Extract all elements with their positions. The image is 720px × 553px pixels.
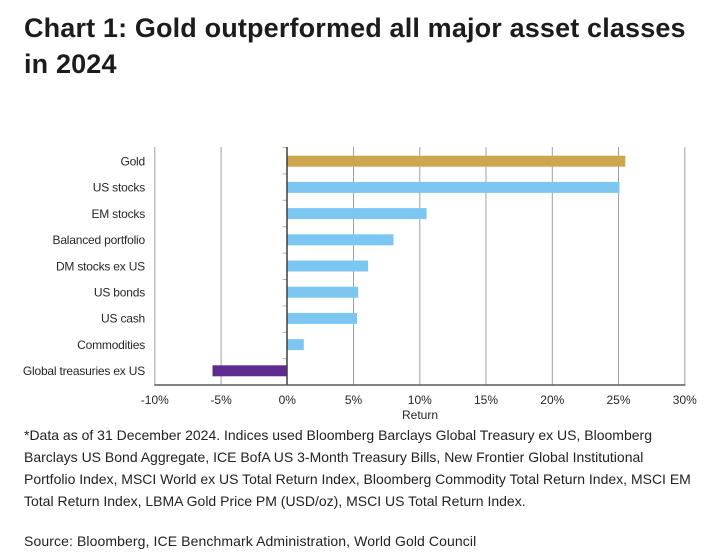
svg-text:10%: 10%	[408, 393, 432, 407]
svg-text:15%: 15%	[474, 393, 498, 407]
svg-text:25%: 25%	[606, 393, 630, 407]
svg-text:Global treasuries ex US: Global treasuries ex US	[23, 364, 145, 378]
svg-text:DM stocks ex US: DM stocks ex US	[56, 259, 145, 273]
svg-text:Balanced portfolio: Balanced portfolio	[53, 233, 146, 247]
svg-text:EM stocks: EM stocks	[91, 207, 145, 221]
svg-text:US bonds: US bonds	[94, 286, 145, 300]
svg-text:US cash: US cash	[101, 312, 145, 326]
svg-text:20%: 20%	[540, 393, 564, 407]
svg-text:-10%: -10%	[141, 393, 169, 407]
svg-text:US stocks: US stocks	[93, 181, 145, 195]
svg-text:Gold: Gold	[120, 155, 145, 169]
svg-text:-5%: -5%	[210, 393, 232, 407]
svg-text:Return: Return	[402, 408, 438, 422]
svg-text:5%: 5%	[345, 393, 363, 407]
svg-text:Commodities: Commodities	[77, 338, 145, 352]
svg-text:0%: 0%	[279, 393, 297, 407]
svg-text:30%: 30%	[673, 393, 697, 407]
